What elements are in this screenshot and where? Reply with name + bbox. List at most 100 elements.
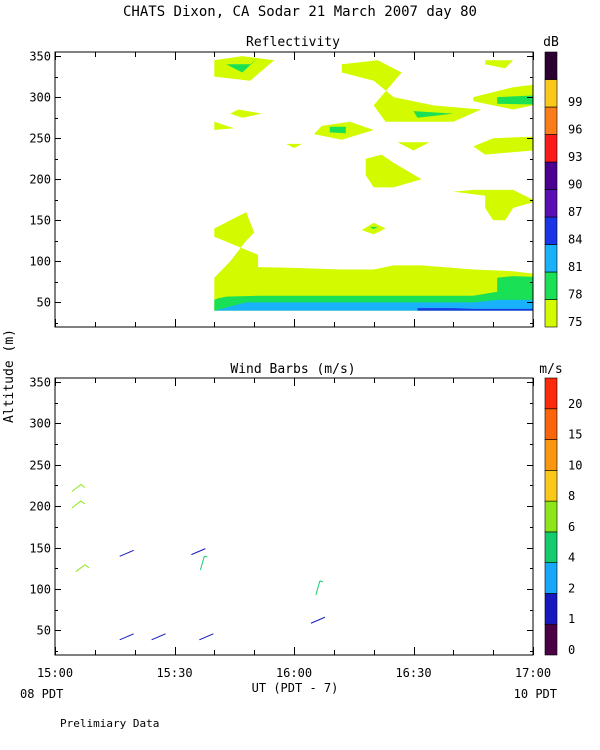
colorbar-label: 15: [568, 428, 582, 442]
y-tick-label: 350: [29, 50, 51, 64]
y-tick-label: 100: [29, 583, 51, 597]
colorbar-box: [544, 439, 558, 471]
colorbar-label: 84: [568, 233, 582, 247]
reflectivity-region-75: [473, 136, 533, 155]
colorbar-box: [544, 79, 558, 108]
colorbar-label: 87: [568, 205, 582, 219]
colorbar-box: [544, 593, 558, 625]
y-tick-label: 50: [37, 296, 51, 310]
footer-note: Prelimiary Data: [60, 717, 159, 730]
plot-frame: [54, 377, 534, 656]
reflectivity-unit-label: dB: [543, 35, 559, 50]
colorbar-label: 93: [568, 150, 582, 164]
reflectivity-region-75: [214, 121, 235, 130]
reflectivity-region-75: [230, 109, 263, 118]
reflectivity-region-78: [214, 276, 534, 311]
y-tick-label: 200: [29, 500, 51, 514]
reflectivity-region-78: [369, 226, 378, 230]
reflectivity-region-75: [485, 60, 514, 69]
wind-barb: [315, 580, 324, 595]
wind-barb: [199, 633, 214, 641]
y-tick-label: 150: [29, 214, 51, 228]
wind-title: Wind Barbs (m/s): [230, 362, 355, 377]
colorbar-label: 6: [568, 520, 575, 534]
reflectivity-region-75: [453, 189, 533, 221]
wind-barb: [71, 500, 86, 509]
wind-barb: [151, 633, 166, 641]
wind-axes: 50 100 150 200 250 300 350: [29, 376, 534, 656]
colorbar-label: 96: [568, 123, 582, 137]
x-axis-label: UT (PDT - 7): [252, 681, 339, 695]
wind-barb: [71, 483, 86, 492]
colorbar-box: [544, 299, 558, 328]
colorbar-box: [544, 106, 558, 135]
colorbar-box: [544, 51, 558, 80]
colorbar-box: [544, 271, 558, 300]
colorbar-box: [544, 470, 558, 502]
colorbar-label: 8: [568, 489, 575, 503]
x-tick-label: 15:00: [37, 666, 73, 680]
x-tick-label: 16:00: [276, 666, 312, 680]
y-tick-label: 250: [29, 132, 51, 146]
y-tick-label: 50: [37, 624, 51, 638]
reflectivity-region-75: [286, 143, 302, 148]
colorbars: 75 78 81 84 87 90 93 96 99 0 1 2 4 6 8 10 15 20: [544, 51, 582, 657]
y-tick-label: 300: [29, 91, 51, 105]
x-tick-label: 17:00: [515, 666, 551, 680]
colorbar-label: 81: [568, 260, 582, 274]
wind-barb: [310, 616, 326, 624]
colorbar-box: [544, 216, 558, 245]
reflectivity-title: Reflectivity: [246, 35, 340, 50]
reflectivity-region-78: [413, 111, 454, 118]
wind-barb: [119, 549, 134, 557]
reflectivity-region-84: [417, 308, 533, 311]
colorbar-label: 75: [568, 315, 582, 329]
colorbar-box: [544, 562, 558, 594]
y-tick-label: 300: [29, 417, 51, 431]
colorbar-label: 99: [568, 95, 582, 109]
reflectivity-region-78: [329, 126, 346, 134]
colorbar-box: [544, 244, 558, 273]
page-title: CHATS Dixon, CA Sodar 21 March 2007 day …: [123, 4, 477, 20]
colorbar-label: 20: [568, 397, 582, 411]
colorbar-box: [544, 623, 558, 656]
wind-barb: [191, 548, 206, 556]
wind-barb: [199, 555, 208, 571]
y-tick-label: 350: [29, 376, 51, 390]
reflectivity-axes: 50 100 150 200 250 300 350: [29, 50, 534, 328]
y-tick-label: 150: [29, 542, 51, 556]
wind-barb: [75, 564, 90, 573]
colorbar-label: 1: [568, 612, 575, 626]
x-right-local-label: 10 PDT: [514, 687, 557, 701]
y-tick-label: 100: [29, 255, 51, 269]
wind-unit-label: m/s: [539, 362, 562, 377]
colorbar-label: 0: [568, 643, 575, 657]
colorbar-box: [544, 134, 558, 163]
reflectivity-region-78: [226, 57, 259, 73]
reflectivity-contours: [214, 56, 534, 311]
colorbar-label: 4: [568, 551, 575, 565]
colorbar-box: [544, 531, 558, 563]
colorbar-box: [544, 161, 558, 190]
colorbar-label: 78: [568, 288, 582, 302]
reflectivity-region-78: [497, 95, 533, 105]
colorbar-label: 90: [568, 178, 582, 192]
reflectivity-region-75: [397, 142, 430, 151]
colorbar-box: [544, 408, 558, 440]
wind-barbs: [71, 483, 326, 641]
colorbar-label: 10: [568, 458, 582, 472]
y-axis-label: Altitude (m): [2, 329, 17, 423]
reflectivity-region-75: [365, 154, 422, 188]
colorbar-box: [544, 189, 558, 218]
reflectivity-region-75: [341, 60, 482, 122]
y-tick-label: 250: [29, 459, 51, 473]
x-tick-labels: 15:00 15:30 16:00 16:30 17:00: [37, 666, 551, 680]
colorbar-label: 2: [568, 581, 575, 595]
colorbar-box: [544, 377, 558, 410]
reflectivity-region-75: [214, 212, 534, 311]
wind-barb: [119, 633, 134, 641]
y-tick-label: 200: [29, 173, 51, 187]
reflectivity-region-81: [214, 299, 534, 311]
x-left-local-label: 08 PDT: [20, 687, 63, 701]
